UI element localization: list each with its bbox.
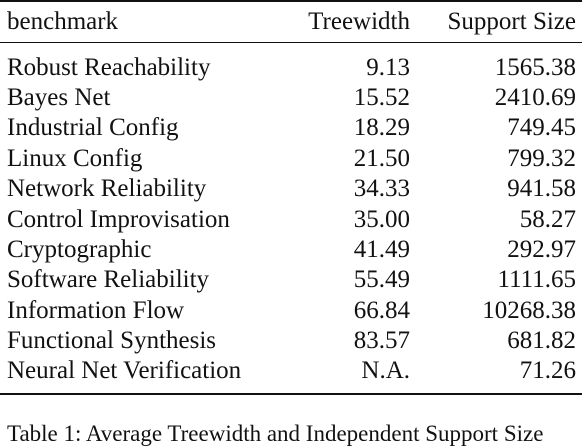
treewidth-cell: 9.13 (366, 54, 410, 81)
benchmark-cell: Bayes Net (7, 84, 111, 111)
table-bottom-rule (0, 393, 582, 395)
table-row: Robust Reachability 9.13 1565.38 (0, 53, 582, 83)
benchmark-cell: Neural Net Verification (7, 357, 242, 384)
table-row: Control Improvisation 35.00 58.27 (0, 205, 582, 235)
benchmark-cell: Control Improvisation (7, 206, 230, 233)
table-header-rule (0, 42, 582, 43)
benchmark-cell: Cryptographic (7, 236, 152, 263)
benchmark-cell: Linux Config (7, 145, 143, 172)
treewidth-cell: 66.84 (353, 297, 410, 324)
table-row: Industrial Config 18.29 749.45 (0, 113, 582, 143)
support-size-cell: 292.97 (507, 236, 576, 263)
treewidth-cell: 21.50 (353, 145, 410, 172)
treewidth-cell: 55.49 (353, 266, 410, 293)
table-top-rule (0, 0, 582, 2)
treewidth-cell: 18.29 (353, 114, 410, 141)
benchmark-cell: Network Reliability (7, 175, 207, 202)
support-size-cell: 2410.69 (494, 84, 576, 111)
table-header-row: benchmark Treewidth Support Size (0, 7, 582, 37)
support-size-cell: 1565.38 (494, 54, 576, 81)
header-support-size: Support Size (447, 8, 576, 35)
table-row: Neural Net Verification N.A. 71.26 (0, 356, 582, 386)
benchmark-cell: Industrial Config (7, 114, 179, 141)
table-row: Bayes Net 15.52 2410.69 (0, 83, 582, 113)
table-row: Functional Synthesis 83.57 681.82 (0, 326, 582, 356)
benchmark-cell: Information Flow (7, 297, 185, 324)
support-size-cell: 71.26 (519, 357, 576, 384)
table-row: Cryptographic 41.49 292.97 (0, 235, 582, 265)
support-size-cell: 941.58 (507, 175, 576, 202)
support-size-cell: 681.82 (507, 327, 576, 354)
support-size-cell: 58.27 (519, 206, 576, 233)
support-size-cell: 749.45 (507, 114, 576, 141)
header-benchmark: benchmark (7, 8, 119, 35)
table-row: Linux Config 21.50 799.32 (0, 144, 582, 174)
treewidth-cell: 34.33 (353, 175, 410, 202)
table-row: Information Flow 66.84 10268.38 (0, 296, 582, 326)
benchmark-cell: Software Reliability (7, 266, 210, 293)
support-size-cell: 799.32 (507, 145, 576, 172)
support-size-cell: 1111.65 (497, 266, 576, 293)
treewidth-cell: 15.52 (353, 84, 410, 111)
support-size-cell: 10268.38 (482, 297, 576, 324)
table-caption: Table 1: Average Treewidth and Independe… (7, 421, 544, 446)
treewidth-cell: 41.49 (353, 236, 410, 263)
table-row: Network Reliability 34.33 941.58 (0, 174, 582, 204)
benchmark-cell: Functional Synthesis (7, 327, 217, 354)
treewidth-cell: N.A. (361, 357, 410, 384)
treewidth-cell: 83.57 (353, 327, 410, 354)
benchmark-cell: Robust Reachability (7, 54, 211, 81)
table-row: Software Reliability 55.49 1111.65 (0, 265, 582, 295)
treewidth-cell: 35.00 (353, 206, 410, 233)
header-treewidth: Treewidth (308, 8, 410, 35)
